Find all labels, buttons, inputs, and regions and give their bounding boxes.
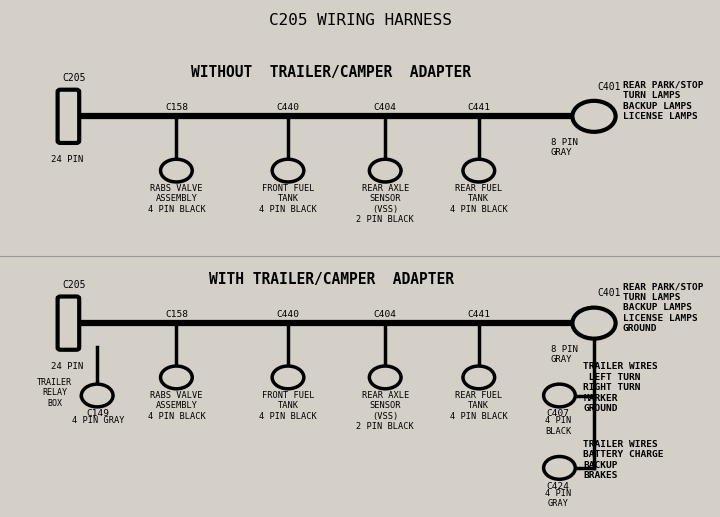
Text: REAR PARK/STOP
TURN LAMPS
BACKUP LAMPS
LICENSE LAMPS: REAR PARK/STOP TURN LAMPS BACKUP LAMPS L… bbox=[623, 81, 703, 121]
Text: 8 PIN
GRAY: 8 PIN GRAY bbox=[551, 345, 577, 364]
Text: 8 PIN
GRAY: 8 PIN GRAY bbox=[551, 138, 577, 158]
Text: C404: C404 bbox=[374, 103, 397, 112]
Text: C441: C441 bbox=[467, 103, 490, 112]
Text: C149: C149 bbox=[86, 409, 109, 418]
Circle shape bbox=[463, 366, 495, 389]
Text: C158: C158 bbox=[165, 103, 188, 112]
Text: C404: C404 bbox=[374, 310, 397, 319]
Circle shape bbox=[272, 159, 304, 182]
Circle shape bbox=[369, 366, 401, 389]
Text: WITH TRAILER/CAMPER  ADAPTER: WITH TRAILER/CAMPER ADAPTER bbox=[209, 272, 454, 287]
Text: 24 PIN: 24 PIN bbox=[51, 362, 83, 371]
Circle shape bbox=[81, 384, 113, 407]
Text: C205: C205 bbox=[63, 73, 86, 83]
FancyBboxPatch shape bbox=[58, 297, 79, 349]
Circle shape bbox=[544, 457, 575, 479]
Text: 4 PIN
GRAY: 4 PIN GRAY bbox=[545, 489, 571, 508]
Text: C440: C440 bbox=[276, 103, 300, 112]
Circle shape bbox=[161, 159, 192, 182]
Text: RABS VALVE
ASSEMBLY
4 PIN BLACK: RABS VALVE ASSEMBLY 4 PIN BLACK bbox=[148, 184, 205, 214]
Text: REAR AXLE
SENSOR
(VSS)
2 PIN BLACK: REAR AXLE SENSOR (VSS) 2 PIN BLACK bbox=[356, 391, 414, 431]
Text: TRAILER WIRES
 LEFT TURN
RIGHT TURN
MARKER
GROUND: TRAILER WIRES LEFT TURN RIGHT TURN MARKE… bbox=[583, 362, 658, 413]
Text: C407: C407 bbox=[546, 409, 570, 418]
FancyBboxPatch shape bbox=[58, 90, 79, 143]
Text: REAR FUEL
TANK
4 PIN BLACK: REAR FUEL TANK 4 PIN BLACK bbox=[450, 184, 508, 214]
Text: C424: C424 bbox=[546, 482, 570, 491]
Text: C158: C158 bbox=[165, 310, 188, 319]
Text: 4 PIN GRAY: 4 PIN GRAY bbox=[72, 416, 124, 425]
Circle shape bbox=[272, 366, 304, 389]
Circle shape bbox=[369, 159, 401, 182]
Text: REAR PARK/STOP
TURN LAMPS
BACKUP LAMPS
LICENSE LAMPS
GROUND: REAR PARK/STOP TURN LAMPS BACKUP LAMPS L… bbox=[623, 282, 703, 333]
Text: FRONT FUEL
TANK
4 PIN BLACK: FRONT FUEL TANK 4 PIN BLACK bbox=[259, 391, 317, 421]
Circle shape bbox=[161, 366, 192, 389]
Text: 4 PIN
BLACK: 4 PIN BLACK bbox=[545, 416, 571, 436]
Text: C441: C441 bbox=[467, 310, 490, 319]
Text: 24 PIN: 24 PIN bbox=[51, 155, 83, 164]
Text: C205 WIRING HARNESS: C205 WIRING HARNESS bbox=[269, 13, 451, 28]
Text: WITHOUT  TRAILER/CAMPER  ADAPTER: WITHOUT TRAILER/CAMPER ADAPTER bbox=[192, 65, 471, 80]
Text: C205: C205 bbox=[63, 280, 86, 290]
Text: TRAILER WIRES
BATTERY CHARGE
BACKUP
BRAKES: TRAILER WIRES BATTERY CHARGE BACKUP BRAK… bbox=[583, 440, 664, 480]
Circle shape bbox=[572, 101, 616, 132]
Text: C401: C401 bbox=[598, 82, 621, 92]
Text: REAR FUEL
TANK
4 PIN BLACK: REAR FUEL TANK 4 PIN BLACK bbox=[450, 391, 508, 421]
Circle shape bbox=[572, 308, 616, 339]
Text: C401: C401 bbox=[598, 288, 621, 298]
Text: C440: C440 bbox=[276, 310, 300, 319]
Text: RABS VALVE
ASSEMBLY
4 PIN BLACK: RABS VALVE ASSEMBLY 4 PIN BLACK bbox=[148, 391, 205, 421]
Text: TRAILER
RELAY
BOX: TRAILER RELAY BOX bbox=[37, 378, 72, 408]
Text: FRONT FUEL
TANK
4 PIN BLACK: FRONT FUEL TANK 4 PIN BLACK bbox=[259, 184, 317, 214]
Circle shape bbox=[463, 159, 495, 182]
Circle shape bbox=[544, 384, 575, 407]
Text: REAR AXLE
SENSOR
(VSS)
2 PIN BLACK: REAR AXLE SENSOR (VSS) 2 PIN BLACK bbox=[356, 184, 414, 224]
